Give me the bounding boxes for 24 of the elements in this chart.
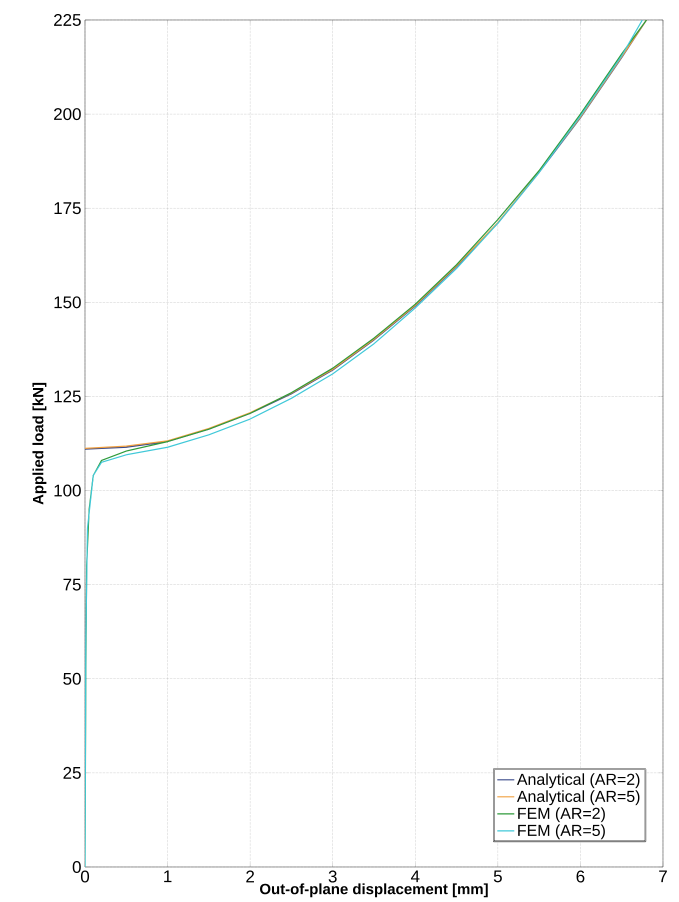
x-tick-label: 6 [576, 870, 584, 883]
y-tick-label: 125 [54, 390, 81, 402]
y-axis-title: Applied load [kN] [32, 382, 46, 505]
y-tick-label: 25 [64, 766, 81, 779]
y-tick-label: 50 [63, 672, 81, 685]
y-tick-label: 0 [72, 860, 81, 873]
y-tick-label: 150 [54, 296, 81, 308]
x-tick-label: 4 [410, 870, 420, 882]
legend-label: Analytical (AR=2) [516, 773, 640, 788]
x-tick-label: 3 [328, 870, 337, 883]
x-tick-label: 5 [494, 870, 502, 882]
y-tick-label: 175 [54, 202, 81, 214]
x-tick-label: 1 [164, 870, 172, 882]
x-axis-title: Out-of-plane displacement [mm] [260, 883, 488, 898]
y-tick-label: 100 [54, 484, 81, 497]
x-tick-label: 0 [80, 870, 90, 883]
x-tick-label: 7 [659, 870, 667, 882]
y-tick-label: 225 [54, 14, 81, 26]
legend-label: FEM (AR=5) [518, 824, 605, 840]
legend-label: Analytical (AR=5) [516, 790, 640, 806]
x-tick-label: 2 [246, 870, 254, 882]
y-tick-label: 75 [64, 578, 81, 591]
legend-label: FEM (AR=2) [518, 807, 605, 822]
y-tick-label: 200 [54, 108, 81, 120]
